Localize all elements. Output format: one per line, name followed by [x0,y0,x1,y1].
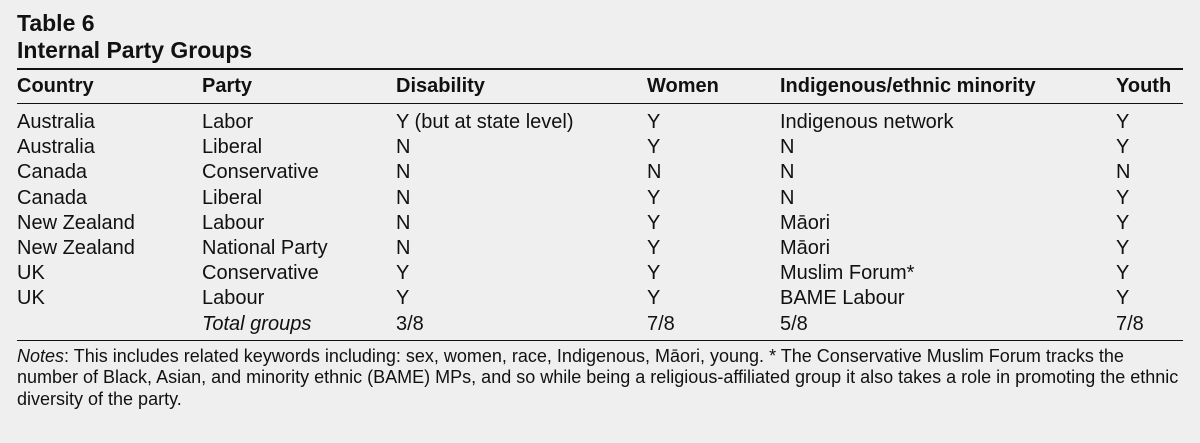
header-disability: Disability [396,75,485,97]
cell-disability: N [396,211,411,234]
cell-disability: N [396,136,411,159]
cell-party: Liberal [202,186,263,209]
table-row: UK Labour Y Y BAME Labour Y [17,286,1183,311]
cell-women: Y [647,186,661,209]
total-row: Total groups 3/8 7/8 5/8 7/8 [17,312,1183,337]
total-indigenous: 5/8 [780,312,808,335]
top-rule [17,68,1183,70]
header-women: Women [647,75,719,97]
total-label: Total groups [202,312,312,335]
total-youth: 7/8 [1116,312,1144,335]
total-disability: 3/8 [396,312,424,335]
table-row: UK Conservative Y Y Muslim Forum* Y [17,261,1183,286]
cell-youth: Y [1116,136,1130,159]
cell-youth: Y [1116,237,1130,260]
data-table: Country Party Disability Women Indigenou… [17,70,1183,103]
cell-party: Liberal [202,136,263,159]
cell-disability: Y (but at state level) [396,111,574,133]
cell-country: Canada [17,186,88,209]
cell-total-empty [17,312,202,337]
cell-country: Australia [17,111,95,133]
cell-youth: Y [1116,287,1130,310]
cell-indigenous: Māori [780,237,831,260]
table-header: Country Party Disability Women Indigenou… [17,70,1183,103]
cell-women: Y [647,211,661,234]
notes-text: : This includes related keywords includi… [17,345,1179,409]
cell-party: Labour [202,287,265,310]
cell-women: Y [647,287,661,310]
header-country: Country [17,75,94,97]
table-number: Table 6 [17,10,95,36]
cell-youth: Y [1116,111,1130,133]
cell-youth: Y [1116,211,1130,234]
table-row: New Zealand Labour N Y Māori Y [17,211,1183,236]
header-row: Country Party Disability Women Indigenou… [17,70,1183,103]
header-rule [17,103,1183,104]
table-row: Canada Conservative N N N N [17,160,1183,185]
cell-indigenous: N [780,186,795,209]
cell-indigenous: N [780,161,795,184]
cell-country: UK [17,262,45,285]
cell-indigenous: Māori [780,211,831,234]
cell-indigenous: BAME Labour [780,287,905,310]
cell-youth: N [1116,161,1131,184]
table-row: New Zealand National Party N Y Māori Y [17,236,1183,261]
cell-disability: Y [396,287,410,310]
header-indigenous: Indigenous/ethnic minority [780,75,1036,97]
cell-indigenous: N [780,136,795,159]
table-row: Australia Liberal N Y N Y [17,135,1183,160]
cell-country: Canada [17,161,88,184]
header-youth: Youth [1116,75,1172,97]
table-row: Australia Labor Y (but at state level) Y… [17,110,1183,135]
cell-country: New Zealand [17,237,135,260]
header-party: Party [202,75,253,97]
cell-party: National Party [202,237,328,260]
cell-party: Labour [202,211,265,234]
cell-women: Y [647,262,661,285]
table-title: Internal Party Groups [17,37,253,63]
cell-disability: N [396,237,411,260]
bottom-rule [17,339,1183,341]
cell-country: New Zealand [17,211,135,234]
cell-women: Y [647,111,661,133]
cell-disability: Y [396,262,410,285]
cell-women: Y [647,136,661,159]
cell-party: Labor [202,111,254,133]
data-table-body: Australia Labor Y (but at state level) Y… [17,104,1183,337]
notes-label: Notes [17,345,65,366]
cell-party: Conservative [202,262,319,285]
cell-women: N [647,161,662,184]
cell-indigenous: Indigenous network [780,111,954,133]
table-row: Canada Liberal N Y N Y [17,186,1183,211]
cell-indigenous: Muslim Forum* [780,262,915,285]
cell-youth: Y [1116,262,1130,285]
cell-disability: N [396,161,411,184]
cell-country: UK [17,287,45,310]
cell-women: Y [647,237,661,260]
table-notes: Notes: This includes related keywords in… [17,341,1183,411]
total-women: 7/8 [647,312,675,335]
cell-youth: Y [1116,186,1130,209]
cell-country: Australia [17,136,95,159]
cell-disability: N [396,186,411,209]
cell-party: Conservative [202,161,319,184]
table-caption: Table 6 Internal Party Groups [17,0,1183,64]
